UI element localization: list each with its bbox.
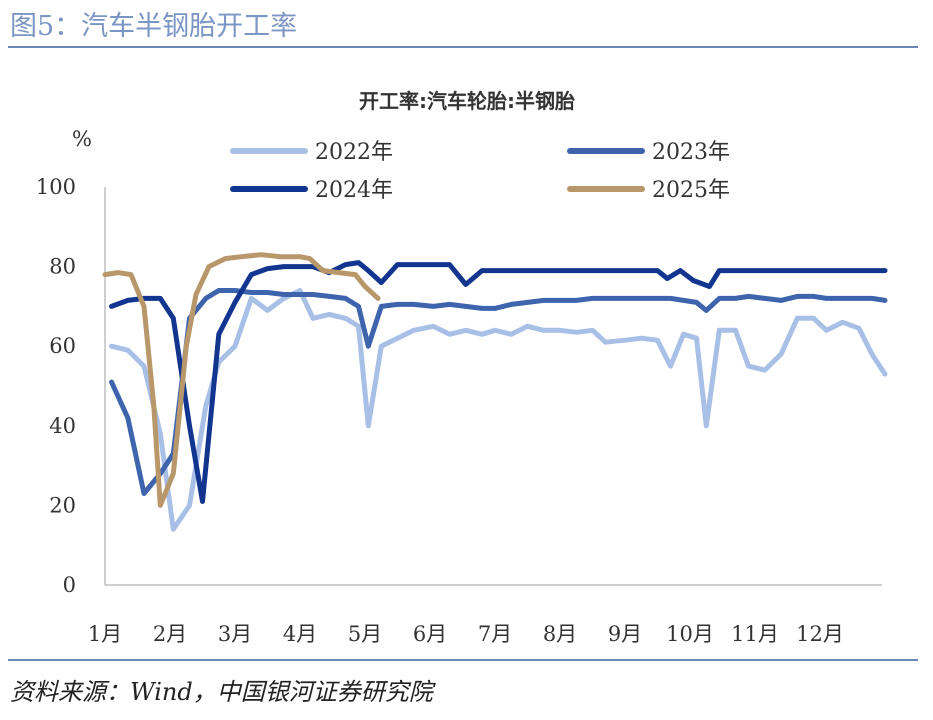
line-chart: 开工率:汽车轮胎:半钢胎 % 2022年 2023年 2024年 2025年 0 20 4… — [36, 89, 888, 646]
legend-label: 2025年 — [652, 178, 730, 203]
legend-label: 2022年 — [315, 140, 393, 165]
x-tick-label: 11月 — [731, 622, 779, 646]
source-note: 资料来源：Wind，中国银河证券研究院 — [10, 678, 433, 706]
figure-title: 图5：汽车半钢胎开工率 — [10, 11, 298, 42]
y-tick-label: 0 — [63, 573, 76, 597]
y-tick-label: 40 — [49, 414, 76, 438]
legend: 2022年 2023年 2024年 2025年 — [230, 140, 730, 203]
x-tick-label: 5月 — [348, 622, 382, 646]
bottom-rule — [8, 659, 918, 661]
x-tick-label: 6月 — [413, 622, 447, 646]
axes: 0 20 40 60 80 100 1月 2月 3月 4月 5月 6月 7月 8月 9月 10月 11月 12月 — [36, 175, 882, 646]
y-tick-label: 80 — [49, 255, 76, 279]
series-line — [102, 252, 381, 508]
top-rule — [8, 46, 918, 48]
x-tick-label: 2月 — [153, 622, 187, 646]
x-tick-label: 12月 — [796, 622, 844, 646]
x-tick-label: 3月 — [218, 622, 252, 646]
legend-label: 2024年 — [315, 178, 393, 203]
y-tick-label: 20 — [49, 493, 76, 517]
x-tick-label: 1月 — [88, 622, 122, 646]
series-layer — [102, 252, 888, 532]
legend-label: 2023年 — [652, 140, 730, 165]
x-tick-label: 8月 — [543, 622, 577, 646]
series-line — [109, 260, 888, 504]
y-tick-label: 60 — [49, 334, 76, 358]
x-tick-label: 10月 — [666, 622, 714, 646]
x-tick-label: 4月 — [283, 622, 317, 646]
x-tick-label: 9月 — [608, 622, 642, 646]
x-tick-label: 7月 — [478, 622, 512, 646]
chart-title: 开工率:汽车轮胎:半钢胎 — [359, 89, 575, 113]
y-axis-unit: % — [72, 127, 92, 151]
y-tick-label: 100 — [36, 175, 76, 199]
series-line — [109, 288, 888, 532]
